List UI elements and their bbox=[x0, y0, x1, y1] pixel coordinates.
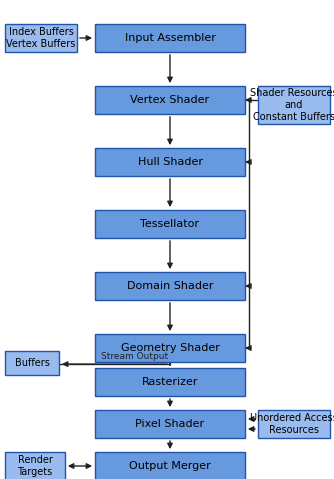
Text: Output Merger: Output Merger bbox=[129, 461, 211, 471]
Text: Tessellator: Tessellator bbox=[141, 219, 199, 229]
Text: Domain Shader: Domain Shader bbox=[127, 281, 213, 291]
Text: Input Assembler: Input Assembler bbox=[125, 33, 215, 43]
FancyBboxPatch shape bbox=[95, 148, 245, 176]
Text: Stream Output: Stream Output bbox=[101, 352, 168, 361]
FancyBboxPatch shape bbox=[95, 452, 245, 479]
Text: Hull Shader: Hull Shader bbox=[138, 157, 202, 167]
FancyBboxPatch shape bbox=[95, 86, 245, 114]
Text: Render
Targets: Render Targets bbox=[17, 455, 53, 477]
Text: Unordered Access
Resources: Unordered Access Resources bbox=[250, 413, 334, 435]
Text: Vertex Shader: Vertex Shader bbox=[131, 95, 209, 105]
Text: Pixel Shader: Pixel Shader bbox=[136, 419, 204, 429]
FancyBboxPatch shape bbox=[95, 210, 245, 238]
FancyBboxPatch shape bbox=[258, 86, 330, 124]
FancyBboxPatch shape bbox=[5, 351, 59, 375]
Text: Buffers: Buffers bbox=[15, 358, 49, 368]
FancyBboxPatch shape bbox=[95, 410, 245, 438]
FancyBboxPatch shape bbox=[95, 334, 245, 362]
Text: Geometry Shader: Geometry Shader bbox=[121, 343, 219, 353]
Text: Rasterizer: Rasterizer bbox=[142, 377, 198, 387]
FancyBboxPatch shape bbox=[95, 272, 245, 300]
FancyBboxPatch shape bbox=[258, 410, 330, 438]
Text: Shader Resources
and
Constant Buffers: Shader Resources and Constant Buffers bbox=[250, 89, 334, 122]
Text: Index Buffers
Vertex Buffers: Index Buffers Vertex Buffers bbox=[6, 27, 76, 49]
FancyBboxPatch shape bbox=[95, 368, 245, 396]
FancyBboxPatch shape bbox=[95, 24, 245, 52]
FancyBboxPatch shape bbox=[5, 24, 77, 52]
FancyBboxPatch shape bbox=[5, 452, 65, 479]
